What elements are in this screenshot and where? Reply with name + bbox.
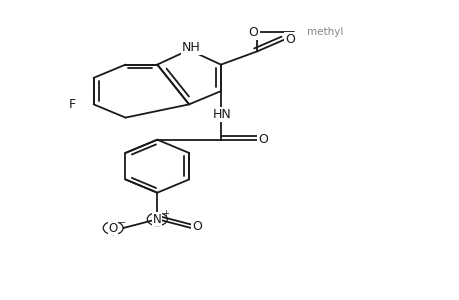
Text: O: O [108,221,118,235]
Text: NH: NH [182,41,200,54]
Text: methyl: methyl [307,27,343,37]
Text: O: O [248,26,258,39]
Text: O: O [257,133,267,146]
Text: N: N [152,213,161,226]
Text: O: O [285,33,294,46]
Text: −: − [118,218,124,227]
Text: F: F [68,98,75,111]
Text: +: + [162,209,168,218]
Text: HN: HN [212,108,231,121]
Text: O: O [191,220,202,233]
